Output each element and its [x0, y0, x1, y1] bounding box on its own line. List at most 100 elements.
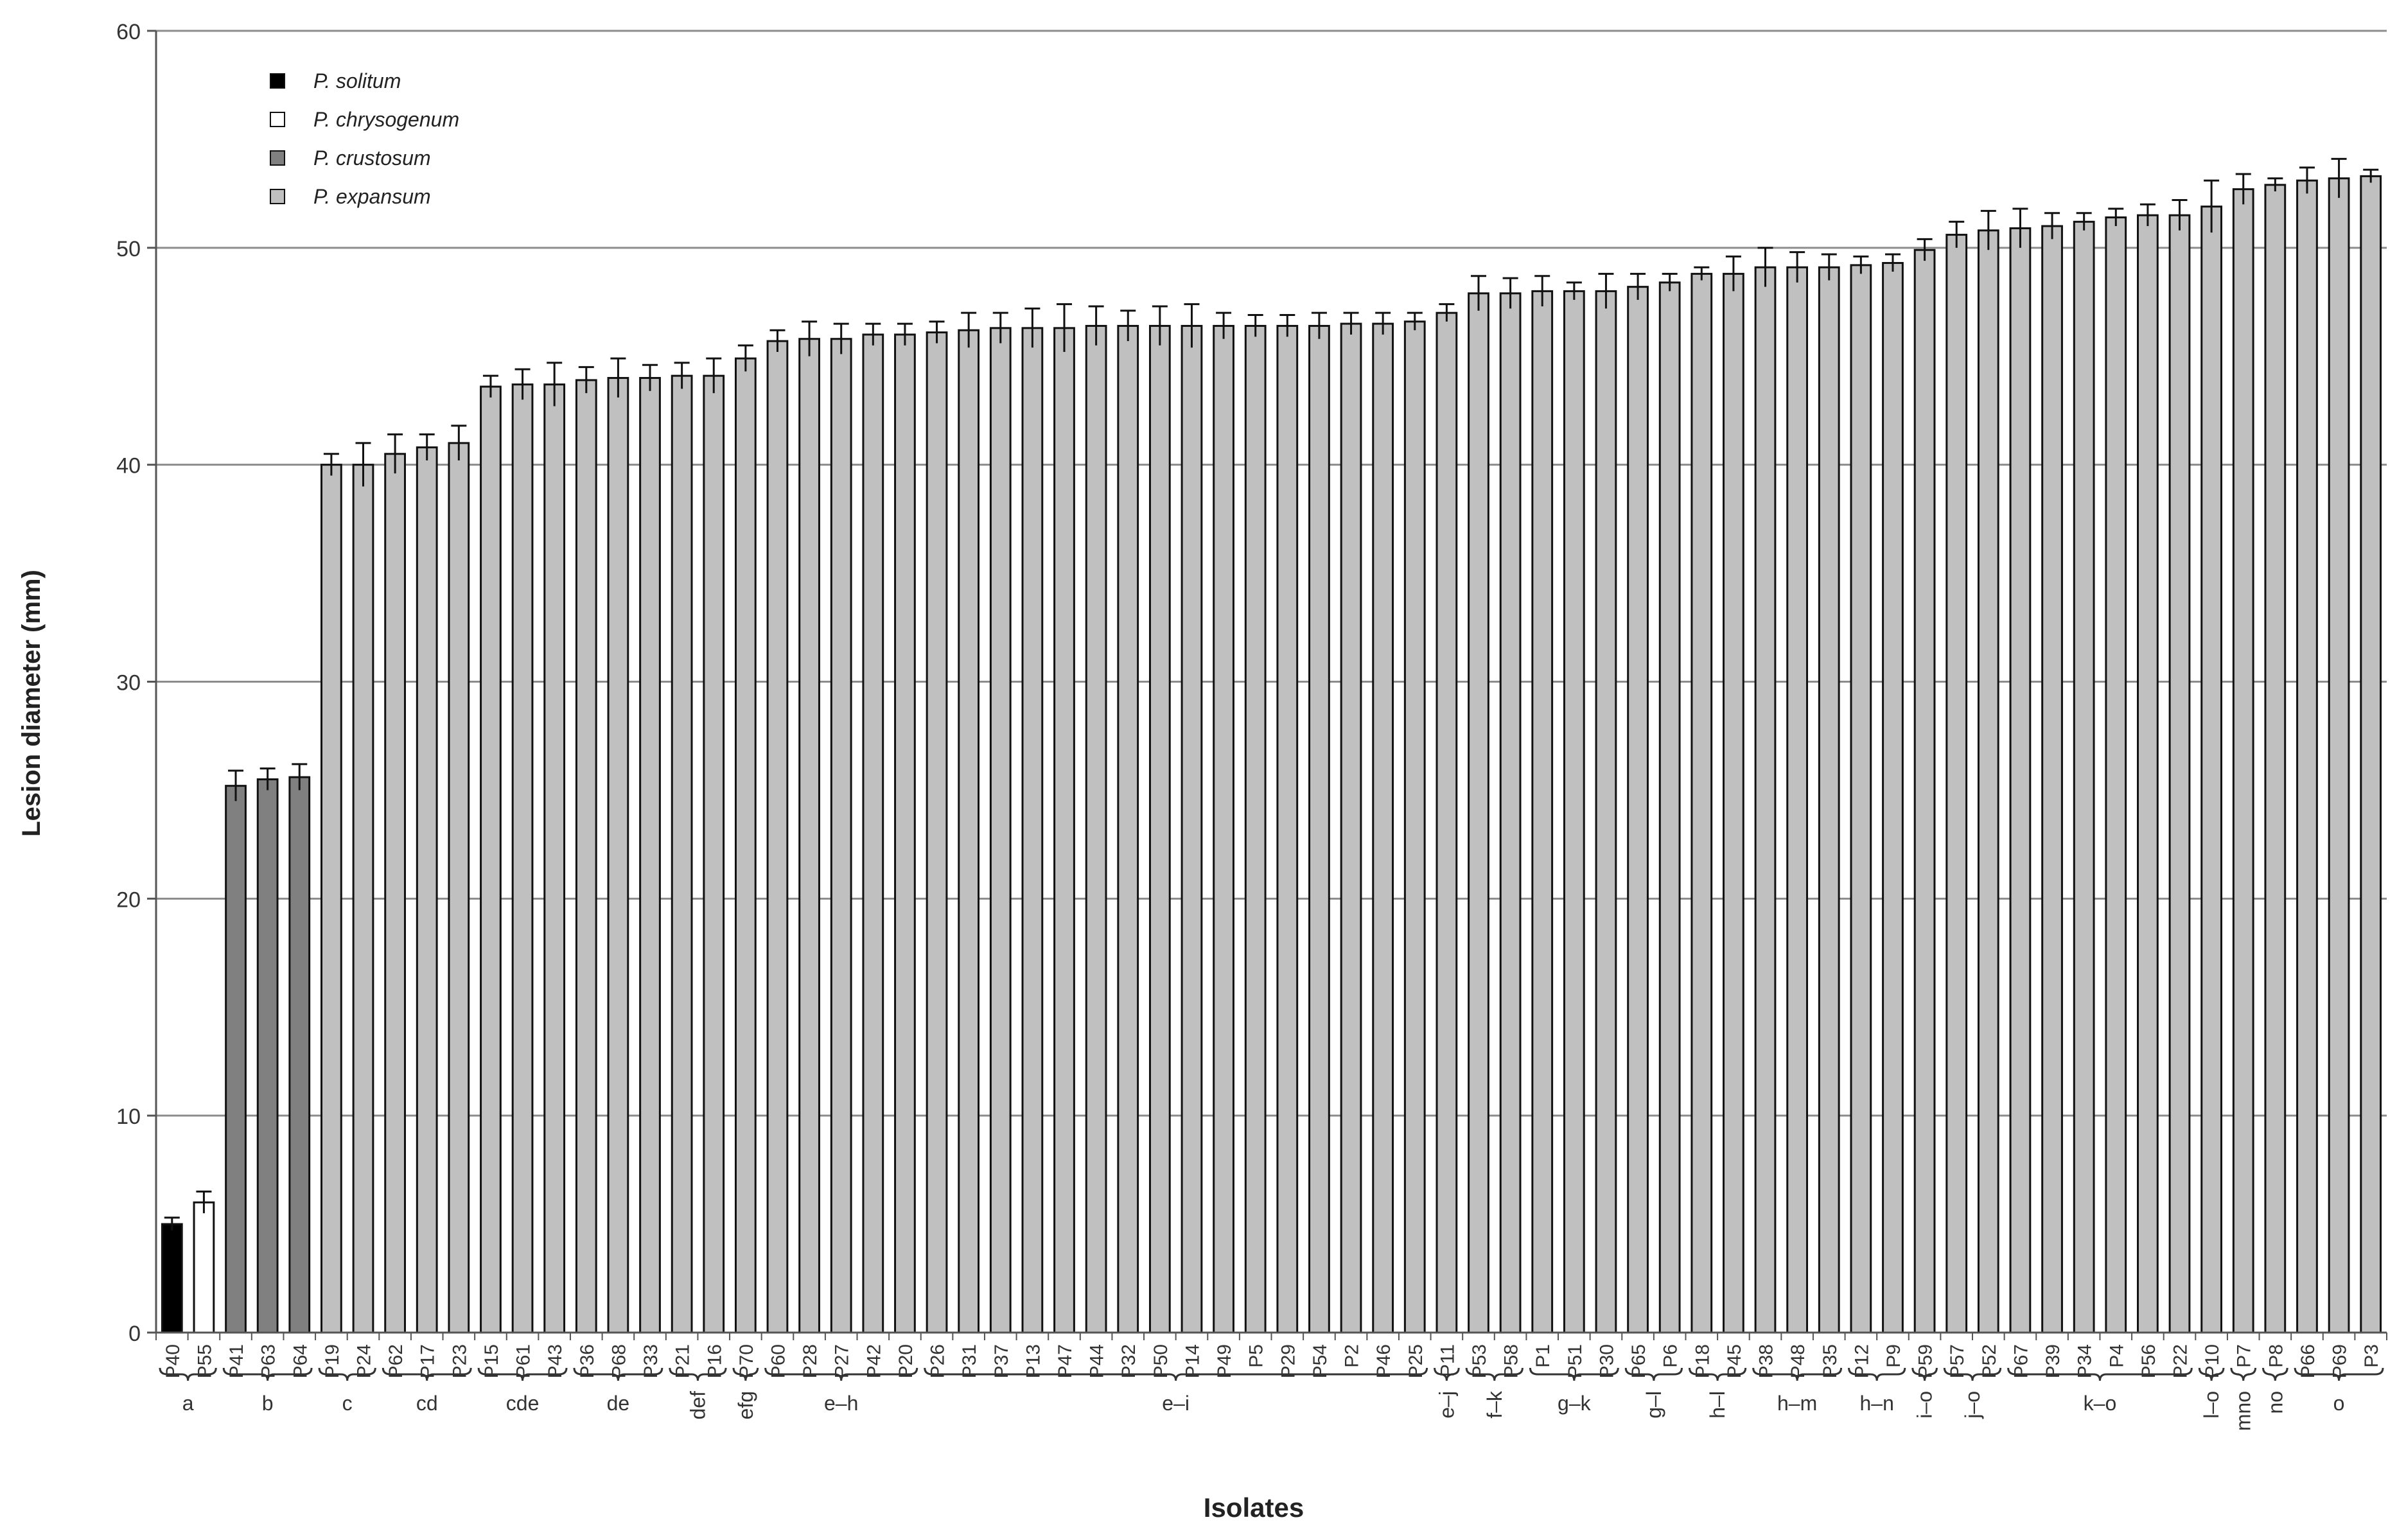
group-letter: i–o — [1913, 1391, 1936, 1419]
x-tick-label: P33 — [640, 1344, 662, 1378]
y-tick-label: 60 — [116, 20, 141, 44]
x-tick-label: P10 — [2202, 1344, 2223, 1378]
bar — [1977, 229, 1999, 1334]
bar — [734, 357, 757, 1334]
significance-groups: a b c cd cde de def efg e–h e–i e–j f–k g–k g–l h–l h–m… — [159, 1367, 2384, 1431]
bar — [1658, 281, 1681, 1334]
x-tick-label: P25 — [1405, 1344, 1427, 1378]
legend-swatch — [270, 150, 285, 166]
bar — [1308, 324, 1330, 1334]
x-tick-label: P23 — [449, 1344, 470, 1378]
bar — [193, 1201, 215, 1334]
bar — [1945, 234, 1968, 1334]
group-brace — [573, 1367, 663, 1381]
group-letter: e–j — [1435, 1391, 1458, 1419]
x-tick-label: P48 — [1787, 1344, 1809, 1378]
bar — [1181, 324, 1203, 1334]
bar — [1818, 266, 1840, 1334]
legend-label: P. solitum — [313, 69, 401, 92]
group-brace — [2007, 1367, 2193, 1381]
group-letter: def — [686, 1391, 709, 1420]
bar — [2105, 216, 2127, 1334]
group-brace — [1434, 1367, 1460, 1381]
legend-swatch — [270, 73, 285, 89]
group-brace — [382, 1367, 472, 1381]
group-letter: no — [2263, 1391, 2287, 1414]
bars — [161, 157, 2382, 1334]
bar — [1148, 324, 1171, 1334]
group-brace — [222, 1367, 313, 1381]
bar — [1117, 324, 1139, 1334]
group-letter: mno — [2232, 1391, 2255, 1431]
group-brace — [1465, 1367, 1524, 1381]
legend: P. solitum P. chrysogenum P. crustosum P. e… — [270, 69, 459, 208]
group-brace — [1848, 1367, 1906, 1381]
y-tick-label: 20 — [116, 888, 141, 912]
x-tick-label: P24 — [353, 1344, 374, 1378]
x-tick-label: P16 — [704, 1344, 725, 1378]
bar — [1499, 292, 1522, 1334]
group-brace — [1752, 1367, 1843, 1381]
group-letter: h–n — [1859, 1392, 1893, 1415]
x-tick-label: P58 — [1501, 1344, 1522, 1378]
y-tick-label: 50 — [116, 237, 141, 261]
bar — [511, 383, 534, 1334]
x-tick-label: P39 — [2042, 1344, 2064, 1378]
y-tick-label: 0 — [128, 1322, 141, 1346]
bar — [2073, 220, 2095, 1334]
bar — [2296, 179, 2318, 1334]
bar — [1468, 292, 1489, 1334]
bar — [1531, 290, 1554, 1334]
x-tick-label: P50 — [1150, 1344, 1172, 1378]
legend-label: P. chrysogenum — [313, 108, 459, 131]
bar — [1627, 286, 1649, 1334]
bar — [798, 338, 820, 1334]
x-tick-label: P30 — [1596, 1344, 1617, 1378]
bar — [2328, 177, 2350, 1334]
x-tick-label: P62 — [385, 1344, 407, 1378]
x-tick-label: P37 — [991, 1344, 1012, 1378]
bar — [2200, 206, 2223, 1334]
x-tick-label: P20 — [895, 1344, 917, 1378]
group-brace — [1529, 1367, 1619, 1381]
bar — [384, 453, 406, 1334]
x-tick-label: P65 — [1628, 1344, 1649, 1378]
group-brace — [1624, 1367, 1683, 1381]
group-letter: e–h — [824, 1392, 858, 1415]
x-tick-label: P54 — [1310, 1344, 1331, 1378]
x-tick-label: P68 — [608, 1344, 629, 1378]
x-tick-label: P9 — [1883, 1344, 1904, 1368]
bar — [2137, 214, 2159, 1334]
x-tick-label: P18 — [1692, 1344, 1713, 1378]
group-letter: o — [2333, 1392, 2345, 1415]
bar — [1436, 311, 1458, 1334]
group-brace — [764, 1367, 918, 1381]
x-tick-label: P27 — [832, 1344, 853, 1378]
bar — [448, 442, 470, 1334]
bar — [2168, 214, 2191, 1334]
group-letter: b — [262, 1392, 274, 1415]
bar — [703, 374, 725, 1334]
group-brace — [1943, 1367, 2002, 1381]
x-tick-label: P64 — [290, 1344, 311, 1378]
x-tick-label: P7 — [2234, 1344, 2255, 1368]
bar — [1913, 249, 1936, 1334]
x-tick-label: P15 — [481, 1344, 502, 1378]
x-tick-label: P13 — [1023, 1344, 1044, 1378]
x-tick-label: P66 — [2297, 1344, 2319, 1378]
group-letter: j–o — [1961, 1391, 1984, 1419]
x-tick-label: P63 — [258, 1344, 279, 1378]
x-tick-label: P31 — [959, 1344, 980, 1378]
group-letter: g–k — [1558, 1392, 1592, 1415]
x-tick-label: P69 — [2330, 1344, 2351, 1378]
legend-label: P. crustosum — [313, 146, 431, 170]
group-letter: cd — [416, 1392, 438, 1415]
bar — [671, 374, 693, 1334]
bar — [958, 329, 980, 1334]
bar — [2360, 175, 2382, 1334]
group-brace — [2262, 1367, 2288, 1381]
bar — [830, 338, 852, 1334]
x-tick-label: P12 — [1851, 1344, 1872, 1378]
x-tick-label: P55 — [194, 1344, 215, 1378]
